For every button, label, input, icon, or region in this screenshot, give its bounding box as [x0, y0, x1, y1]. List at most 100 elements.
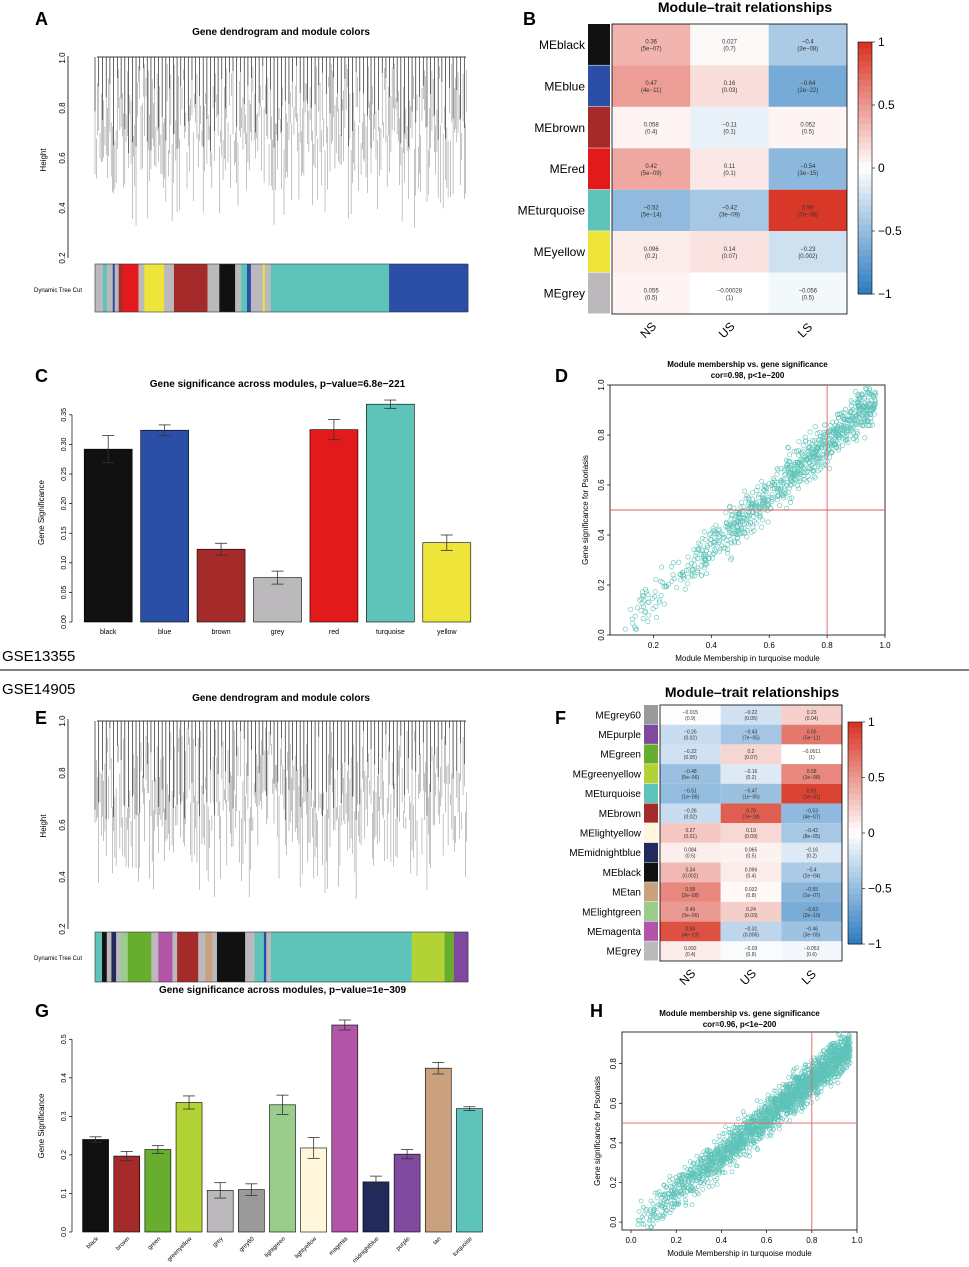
bar-category-label: grey [271, 629, 285, 636]
scatter-point [723, 1154, 729, 1160]
scatter-point [834, 1043, 840, 1048]
scatter-point [793, 459, 799, 465]
scatter-point [741, 488, 747, 494]
heatmap-cell [720, 724, 782, 745]
module-color-swatch [644, 764, 658, 784]
legend-gradient-step [848, 938, 862, 945]
scatter-point [659, 1205, 665, 1210]
scatter-point [622, 626, 628, 632]
scatter-point [836, 428, 842, 434]
scatter-point [839, 1034, 845, 1040]
bar-category-label: yellow [437, 629, 457, 636]
scatter-point [829, 1071, 835, 1076]
scatter-ylabel: Gene significance for Psoriasis [593, 1076, 602, 1186]
bar [82, 1139, 109, 1233]
scatter-point [806, 1092, 812, 1097]
heatmap-cell-pvalue: (7e−08) [797, 212, 818, 218]
scatter-point [743, 495, 749, 501]
scatter-point [742, 530, 748, 536]
dendrogram-e-ytick-1: 0.2 [58, 923, 67, 935]
legend-gradient-step [858, 287, 872, 295]
heatmap-cell-pvalue: (0.7) [723, 47, 735, 53]
scatter-point [779, 1092, 785, 1097]
scatter-point [783, 471, 789, 477]
scatter-point [854, 429, 860, 435]
heatmap-cell [690, 24, 769, 66]
scatter-point [679, 1178, 685, 1184]
heatmap-cell-value: −0.00028 [717, 288, 743, 294]
legend-tick-label: 0.5 [868, 771, 885, 785]
heatmap-cell [720, 823, 782, 843]
panel-letter-a: A [35, 9, 48, 29]
scatter-point [646, 599, 652, 605]
heatmap-column-label: US [716, 319, 738, 341]
scatter-point [824, 1059, 830, 1065]
scatter-point [646, 612, 652, 618]
heatmap-cell [720, 901, 782, 922]
module-color-swatch [644, 921, 658, 941]
scatter-point [762, 488, 768, 494]
scatter-point [813, 1081, 818, 1087]
legend-gradient-step [848, 866, 862, 873]
legend-gradient-step [858, 142, 872, 150]
heatmap-cell-value: −0.16 [745, 769, 758, 775]
heatmap-cell-pvalue: (7e−05) [742, 736, 760, 742]
heatmap-cell [690, 231, 769, 273]
heatmap-cell-pvalue: (0.03) [744, 913, 757, 919]
scatter-point [819, 456, 825, 462]
scatter-point [663, 583, 669, 589]
bar-category-label: turquoise [452, 1236, 474, 1258]
scatter-point [750, 1138, 756, 1144]
scatter-point [753, 1127, 759, 1132]
scatter-point [796, 470, 802, 476]
heatmap-cell-pvalue: (7e−18) [742, 814, 760, 820]
scatter-point [742, 529, 748, 535]
heatmap-cell-pvalue: (1e−31) [803, 795, 821, 801]
heatmap-cell-value: 0.96 [802, 205, 814, 211]
scatter-point [828, 1083, 834, 1089]
heatmap-cell [660, 803, 721, 824]
scatter-point [801, 1095, 807, 1101]
heatmap-cell [768, 106, 847, 149]
scatter-point [787, 1110, 792, 1116]
scatter-point [717, 548, 723, 554]
scatter-point [716, 538, 722, 544]
scatter-point [672, 1183, 678, 1188]
heatmap-cell [690, 272, 769, 314]
scatter-point [738, 504, 744, 510]
scatter-point [868, 412, 874, 418]
scatter-point [867, 400, 873, 406]
scatter-point [700, 1187, 706, 1192]
scatter-point [744, 1138, 750, 1143]
scatter-point [795, 1102, 800, 1108]
scatter-xtick-label: 0.4 [716, 1236, 728, 1245]
module-color-swatch [644, 842, 658, 863]
heatmap-cell [720, 941, 782, 961]
scatter-point [866, 411, 872, 417]
scatter-point [775, 1110, 781, 1116]
dendrogram-e-track-label: Dynamic Tree Cut [34, 956, 82, 962]
scatter-point [707, 1147, 712, 1153]
scatter-point [729, 555, 735, 561]
scatter-point [664, 1195, 670, 1201]
scatter-point [682, 1193, 688, 1198]
legend-gradient-step [848, 927, 862, 934]
scatter-ytick-label: 1.0 [597, 379, 606, 391]
scatter-point [652, 1190, 658, 1196]
scatter-point [728, 1152, 733, 1158]
heatmap-cell-pvalue: (0.006) [743, 932, 759, 938]
scatter-point [763, 489, 769, 495]
scatter-point [743, 1152, 749, 1158]
scatter-ytick-label: 0.8 [597, 429, 606, 441]
scatter-point [688, 1159, 693, 1164]
scatter-point [719, 1167, 725, 1173]
scatter-point [688, 1167, 693, 1172]
scatter-point [707, 537, 713, 543]
heatmap-cell [781, 783, 842, 804]
heatmap-row-label: MElightgreen [582, 907, 641, 918]
heatmap-cell [720, 803, 782, 824]
scatter-h: Module membership vs. gene significance c… [593, 1009, 863, 1258]
scatter-point [645, 600, 651, 606]
module-color-swatch [588, 65, 610, 107]
